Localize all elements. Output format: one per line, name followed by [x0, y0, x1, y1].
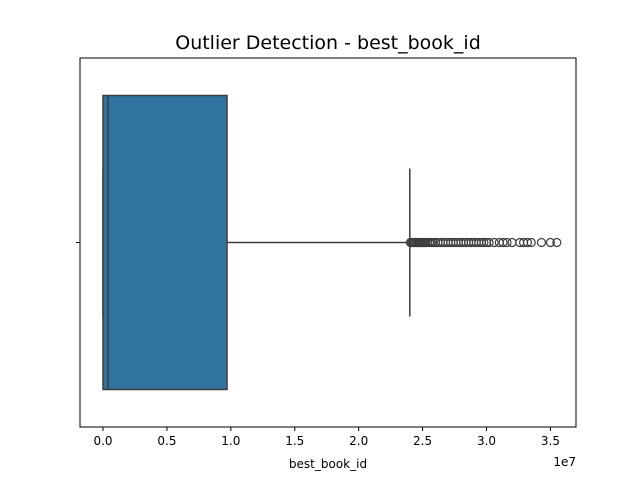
- outlier-point-42: [502, 237, 512, 248]
- x-tick-label-5: 2.5: [413, 434, 432, 448]
- x-axis-offset-label: 1e7: [553, 455, 576, 469]
- outlier-point-49: [545, 237, 556, 248]
- outlier-point-41: [498, 237, 508, 248]
- x-tick-label-4: 2.0: [349, 434, 368, 448]
- x-tick-label-3: 1.5: [285, 434, 304, 448]
- x-tick-label-6: 3.0: [477, 434, 496, 448]
- outlier-point-43: [507, 237, 517, 248]
- outlier-point-46: [522, 237, 533, 248]
- x-tick-label-2: 1.0: [221, 434, 240, 448]
- x-tick-label-0: 0.0: [93, 434, 112, 448]
- outlier-point-36: [479, 237, 489, 248]
- x-axis-label: best_book_id: [289, 457, 367, 471]
- outlier-point-48: [536, 237, 547, 248]
- plot-area: 0.0 0.5 1.0 1.5 2.0 2.5 3.0 3.5: [76, 57, 577, 448]
- x-tick-label-1: 0.5: [157, 434, 176, 448]
- outlier-point-50: [552, 237, 562, 248]
- outlier-point-39: [489, 237, 499, 248]
- outlier-point-38: [484, 237, 494, 248]
- chart-title: Outlier Detection - best_book_id: [175, 32, 481, 54]
- x-tick-label-7: 3.5: [541, 434, 560, 448]
- outlier-point-47: [526, 237, 536, 248]
- box-iqr: [102, 94, 228, 391]
